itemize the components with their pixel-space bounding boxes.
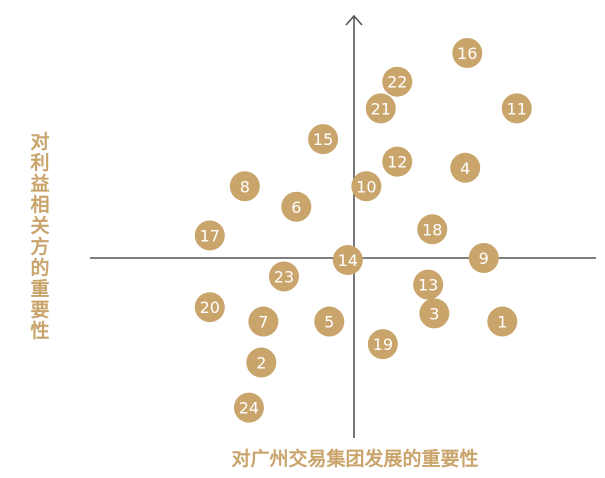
- point-21: 21: [365, 93, 396, 124]
- point-label: 13: [418, 276, 438, 295]
- point-2: 2: [246, 347, 277, 378]
- point-label: 2: [256, 354, 266, 373]
- point-label: 20: [200, 298, 220, 317]
- point-marker: [351, 171, 382, 202]
- point-marker: [281, 191, 312, 222]
- point-marker: [268, 261, 299, 292]
- point-label: 12: [387, 153, 407, 172]
- point-marker: [450, 152, 481, 183]
- point-marker: [332, 245, 363, 276]
- point-label: 17: [200, 226, 220, 245]
- point-6: 6: [281, 191, 312, 222]
- point-label: 14: [338, 251, 358, 270]
- point-7: 7: [248, 306, 279, 337]
- point-label: 16: [457, 44, 477, 63]
- point-3: 3: [419, 298, 450, 329]
- point-marker: [382, 146, 413, 177]
- point-label: 22: [387, 73, 407, 92]
- point-marker: [365, 93, 396, 124]
- point-14: 14: [332, 245, 363, 276]
- point-label: 18: [422, 220, 442, 239]
- point-19: 19: [367, 329, 398, 360]
- point-8: 8: [229, 171, 260, 202]
- point-12: 12: [382, 146, 413, 177]
- point-16: 16: [452, 38, 483, 68]
- point-label: 24: [239, 399, 259, 418]
- point-label: 7: [258, 313, 268, 332]
- point-marker: [194, 220, 225, 251]
- point-label: 1: [497, 313, 507, 332]
- point-label: 8: [240, 177, 250, 196]
- point-marker: [382, 66, 413, 97]
- point-label: 6: [291, 198, 301, 217]
- point-label: 19: [373, 335, 393, 354]
- point-marker: [314, 306, 345, 337]
- point-23: 23: [268, 261, 299, 292]
- point-15: 15: [308, 124, 339, 155]
- point-label: 23: [274, 267, 294, 286]
- point-4: 4: [450, 152, 481, 183]
- point-24: 24: [233, 392, 264, 423]
- point-18: 18: [417, 214, 448, 245]
- point-marker: [367, 329, 398, 360]
- point-label: 11: [507, 99, 527, 118]
- point-5: 5: [314, 306, 345, 337]
- point-marker: [419, 298, 450, 329]
- point-marker: [468, 243, 499, 273]
- point-marker: [452, 38, 483, 68]
- point-label: 21: [371, 99, 391, 118]
- point-marker: [501, 93, 532, 124]
- x-axis-title: 对广州交易集团发展的重要性: [231, 448, 479, 470]
- point-label: 3: [429, 304, 439, 323]
- point-marker: [487, 306, 518, 337]
- point-marker: [194, 292, 225, 323]
- point-label: 5: [324, 313, 334, 332]
- point-9: 9: [468, 243, 499, 273]
- point-marker: [417, 214, 448, 245]
- point-marker: [233, 392, 264, 423]
- point-marker: [308, 124, 339, 155]
- point-10: 10: [351, 171, 382, 202]
- point-label: 10: [356, 177, 376, 196]
- point-20: 20: [194, 292, 225, 323]
- point-label: 9: [479, 249, 489, 268]
- point-17: 17: [194, 220, 225, 251]
- point-13: 13: [413, 269, 444, 300]
- point-label: 4: [460, 159, 470, 178]
- point-marker: [248, 306, 279, 337]
- y-axis-title: 对利益相关方的重要性: [30, 131, 50, 342]
- point-22: 22: [382, 66, 413, 97]
- point-marker: [246, 347, 277, 378]
- y-axis-arrow: [345, 14, 363, 26]
- point-marker: [413, 269, 444, 300]
- point-1: 1: [487, 306, 518, 337]
- point-11: 11: [501, 93, 532, 124]
- point-label: 15: [313, 130, 333, 149]
- axes: [90, 14, 596, 438]
- point-marker: [229, 171, 260, 202]
